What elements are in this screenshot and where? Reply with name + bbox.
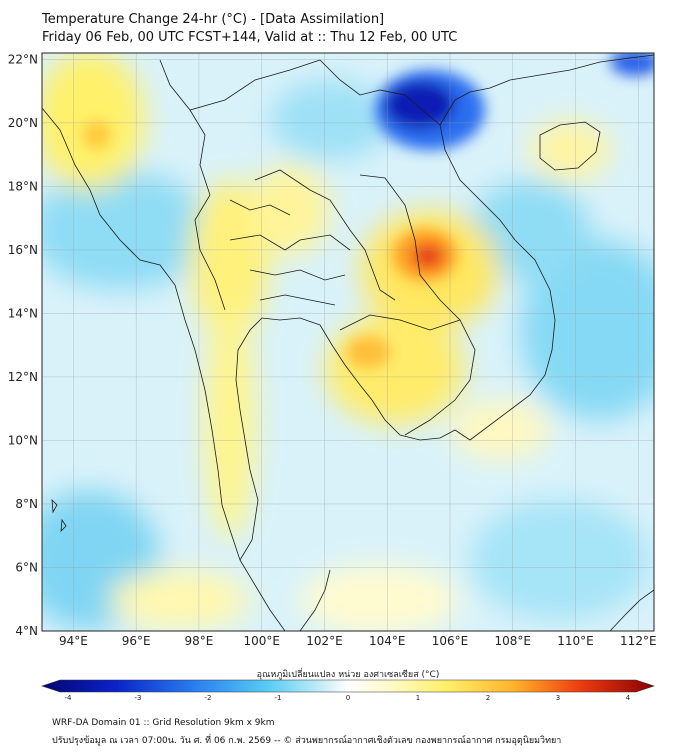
lon-tick-label: 102°E — [306, 634, 343, 648]
colorbar-tick-label: 2 — [486, 694, 490, 702]
lon-tick-label: 100°E — [243, 634, 280, 648]
colorbar-tick-label: -3 — [135, 694, 142, 702]
footer-resolution: WRF-DA Domain 01 :: Grid Resolution 9km … — [52, 718, 275, 728]
lat-tick-label: 6°N — [15, 560, 38, 574]
lat-tick-label: 20°N — [8, 116, 38, 130]
lat-tick-label: 4°N — [15, 624, 38, 638]
lon-tick-label: 106°E — [432, 634, 469, 648]
lon-tick-label: 94°E — [59, 634, 88, 648]
footer-credit: ปรับปรุงข้อมูล ณ เวลา 07:00น. วัน ศ. ที่… — [52, 736, 562, 746]
coastline-borders — [42, 54, 654, 631]
colorbar-tick-label: -2 — [205, 694, 212, 702]
latitude-labels: 22°N 20°N 18°N 16°N 14°N 12°N 10°N 8°N 6°N 4°N — [8, 52, 38, 638]
lat-tick-label: 10°N — [8, 433, 38, 447]
lon-tick-label: 110°E — [557, 634, 594, 648]
map-title: Temperature Change 24-hr (°C) - [Data As… — [42, 12, 385, 27]
map-subtitle: Friday 06 Feb, 00 UTC FCST+144, Valid at… — [42, 30, 458, 45]
temperature-field — [42, 53, 654, 631]
colorbar-tick-label: -1 — [275, 694, 282, 702]
graticule — [42, 53, 654, 632]
lat-tick-label: 18°N — [8, 179, 38, 193]
colorbar-label: อุณหภูมิเปลี่ยนแปลง หน่วย องศาเซลเซียส (… — [257, 667, 440, 680]
lat-tick-label: 14°N — [8, 306, 38, 320]
lon-tick-label: 98°E — [184, 634, 213, 648]
colorbar-tick-label: 4 — [626, 694, 631, 702]
colorbar-tick-label: -4 — [65, 694, 73, 702]
colorbar-tick-label: 1 — [416, 694, 420, 702]
lat-tick-label: 12°N — [8, 370, 38, 384]
colorbar-tick-label: 0 — [346, 694, 350, 702]
colorbar-tick-label: 3 — [556, 694, 560, 702]
lat-tick-label: 22°N — [8, 52, 38, 66]
lon-tick-label: 108°E — [495, 634, 532, 648]
lat-tick-label: 8°N — [15, 497, 38, 511]
colorbar-ticks: -4 -3 -2 -1 0 1 2 3 4 — [65, 694, 631, 702]
map-frame — [41, 52, 655, 632]
lon-tick-label: 104°E — [369, 634, 406, 648]
lon-tick-label: 112°E — [620, 634, 657, 648]
lat-tick-label: 16°N — [8, 243, 38, 257]
longitude-labels: 94°E 96°E 98°E 100°E 102°E 104°E 106°E 108°E 110… — [59, 634, 657, 648]
lon-tick-label: 96°E — [122, 634, 151, 648]
colorbar — [41, 679, 655, 693]
